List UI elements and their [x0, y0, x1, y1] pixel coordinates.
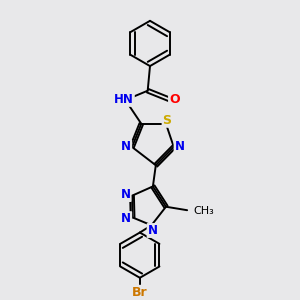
Text: CH₃: CH₃ — [194, 206, 214, 216]
Text: S: S — [163, 114, 172, 127]
Text: N: N — [121, 212, 131, 225]
Text: N: N — [121, 140, 131, 154]
Text: Br: Br — [132, 286, 148, 299]
Text: HN: HN — [114, 93, 134, 106]
Text: N: N — [148, 224, 158, 237]
Text: O: O — [169, 94, 180, 106]
Text: N: N — [121, 188, 130, 201]
Text: N: N — [175, 140, 184, 154]
